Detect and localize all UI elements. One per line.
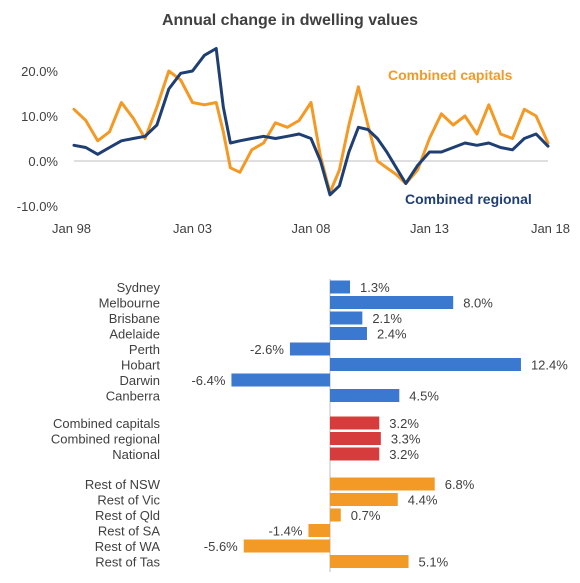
data-label-adelaide: 2.4% xyxy=(377,327,407,342)
data-label-rest-of-tas: 5.1% xyxy=(419,555,449,570)
chart-title: Annual change in dwelling values xyxy=(162,12,418,29)
x-tick-label: Jan 08 xyxy=(291,221,330,236)
data-label-perth: -2.6% xyxy=(250,342,284,357)
data-label-hobart: 12.4% xyxy=(531,358,568,373)
category-label-combined-regional: Combined regional xyxy=(51,432,160,447)
bar-national xyxy=(330,447,380,461)
x-tick-label: Jan 18 xyxy=(531,221,570,236)
category-label-rest-of-vic: Rest of Vic xyxy=(97,493,160,508)
category-label-rest-of-qld: Rest of Qld xyxy=(95,508,160,523)
data-label-darwin: -6.4% xyxy=(191,373,225,388)
y-axis-ticks: -10.0% 0.0% 10.0% 20.0% xyxy=(17,64,59,214)
category-label-canberra: Canberra xyxy=(106,389,161,404)
y-tick-label: 20.0% xyxy=(21,64,58,79)
data-label-melbourne: 8.0% xyxy=(463,296,493,311)
line-chart: Annual change in dwelling values -10.0% 0… xyxy=(17,12,570,236)
series-line-combined-capitals xyxy=(72,69,550,194)
bar-melbourne xyxy=(330,296,454,309)
x-tick-label: Jan 13 xyxy=(410,221,449,236)
bar-hobart xyxy=(330,358,521,371)
y-tick-label: 0.0% xyxy=(28,154,58,169)
category-label-rest-of-wa: Rest of WA xyxy=(95,539,161,554)
bar-rest-of-tas xyxy=(330,555,409,568)
category-label-rest-of-tas: Rest of Tas xyxy=(95,555,160,570)
bar-chart: Sydney 1.3% Melbourne 8.0% Brisbane 2.1% Adela… xyxy=(51,279,568,572)
data-label-rest-of-qld: 0.7% xyxy=(351,508,381,523)
bar-darwin xyxy=(231,373,330,387)
x-tick-label: Jan 98 xyxy=(52,221,91,236)
data-label-sydney: 1.3% xyxy=(360,280,390,295)
bar-rest-of-vic xyxy=(330,493,398,506)
bar-rest-of-wa xyxy=(243,539,330,553)
y-tick-label: 10.0% xyxy=(21,109,58,124)
data-label-brisbane: 2.1% xyxy=(372,311,402,326)
data-label-rest-of-vic: 4.4% xyxy=(408,493,438,508)
data-label-combined-capitals: 3.2% xyxy=(389,416,419,431)
data-label-rest-of-sa: -1.4% xyxy=(268,524,302,539)
category-label-sydney: Sydney xyxy=(117,280,161,295)
category-label-national: National xyxy=(112,447,160,462)
bar-rest-of-nsw xyxy=(330,477,435,491)
data-label-rest-of-nsw: 6.8% xyxy=(445,477,475,492)
category-label-rest-of-nsw: Rest of NSW xyxy=(85,477,161,492)
category-label-combined-capitals: Combined capitals xyxy=(53,416,160,431)
bar-adelaide xyxy=(330,327,367,340)
data-label-national: 3.2% xyxy=(389,447,419,462)
x-axis-ticks: Jan 98 Jan 03 Jan 08 Jan 13 Jan 18 xyxy=(52,221,570,236)
category-label-melbourne: Melbourne xyxy=(99,296,160,311)
y-tick-label: -10.0% xyxy=(17,199,59,214)
category-label-perth: Perth xyxy=(129,342,160,357)
legend-label-combined-regional: Combined regional xyxy=(405,191,532,207)
category-label-darwin: Darwin xyxy=(120,373,160,388)
category-label-adelaide: Adelaide xyxy=(109,327,160,342)
series-line-combined-regional xyxy=(72,47,550,197)
x-tick-label: Jan 03 xyxy=(173,221,212,236)
bar-combined-capitals xyxy=(330,416,380,430)
bar-rest-of-qld xyxy=(330,508,341,522)
data-label-combined-regional: 3.3% xyxy=(391,432,421,447)
category-label-rest-of-sa: Rest of SA xyxy=(98,524,160,539)
series-lines xyxy=(72,47,550,197)
bar-rest-of-sa xyxy=(308,524,330,537)
category-label-hobart: Hobart xyxy=(121,358,160,373)
bar-brisbane xyxy=(330,311,363,325)
bar-combined-regional xyxy=(330,432,381,445)
bar-perth xyxy=(289,342,330,356)
category-label-brisbane: Brisbane xyxy=(109,311,160,326)
bar-canberra xyxy=(330,389,400,402)
bar-sydney xyxy=(330,280,351,294)
legend-label-combined-capitals: Combined capitals xyxy=(388,67,513,83)
data-label-canberra: 4.5% xyxy=(409,389,439,404)
data-label-rest-of-wa: -5.6% xyxy=(204,539,238,554)
